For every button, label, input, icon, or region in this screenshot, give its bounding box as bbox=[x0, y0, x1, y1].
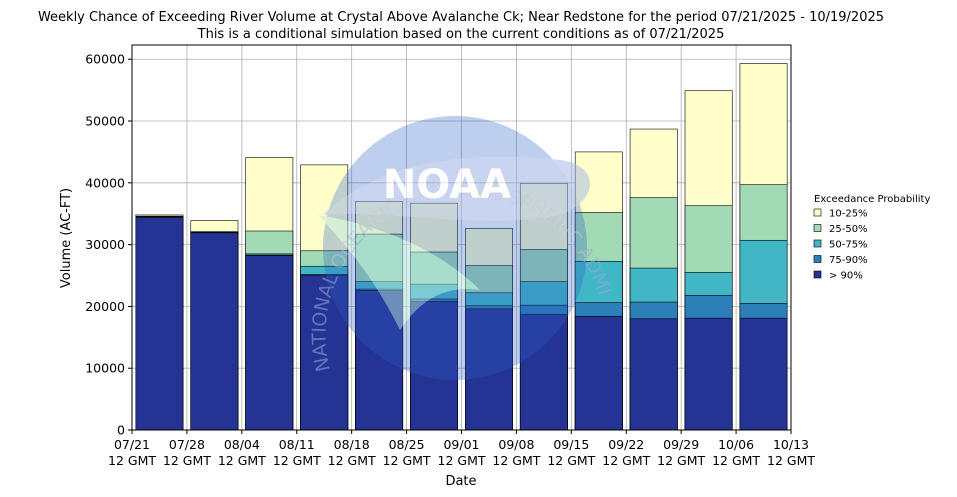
bar-09-22-90 bbox=[629, 318, 678, 431]
legend-swatch bbox=[813, 224, 822, 232]
x-axis-label: Date bbox=[445, 474, 476, 489]
bar-09-08-90 bbox=[519, 314, 568, 431]
legend-swatch bbox=[813, 255, 822, 263]
x-tick-label-time: 12 GMT bbox=[163, 453, 211, 468]
x-tick-label-date: 10/06 bbox=[718, 437, 754, 452]
x-tick-label-date: 07/28 bbox=[169, 437, 205, 452]
legend-entry: > 90% bbox=[829, 271, 863, 282]
x-tick-label-date: 09/08 bbox=[498, 437, 534, 452]
x-tick-label-time: 12 GMT bbox=[438, 453, 486, 468]
x-tick-label-time: 12 GMT bbox=[328, 453, 376, 468]
x-tick-label-date: 08/11 bbox=[279, 437, 315, 452]
x-tick-label-date: 07/21 bbox=[114, 437, 150, 452]
x-tick-label-time: 12 GMT bbox=[712, 453, 760, 468]
bar-08-18-90 bbox=[355, 290, 404, 431]
x-tick-label-date: 08/04 bbox=[224, 437, 260, 452]
legend-entry: 75-90% bbox=[829, 255, 868, 266]
legend-title: Exceedance Probability bbox=[814, 194, 930, 205]
x-tick-label-date: 09/01 bbox=[443, 437, 479, 452]
x-tick-label-time: 12 GMT bbox=[602, 453, 650, 468]
bar-07-21-90 bbox=[135, 217, 184, 431]
x-tick-label-date: 09/15 bbox=[553, 437, 589, 452]
x-tick-label-time: 12 GMT bbox=[767, 453, 815, 468]
y-tick-label: 30000 bbox=[85, 237, 125, 252]
y-tick-label: 20000 bbox=[85, 299, 125, 314]
noaa-logo-wave bbox=[323, 156, 590, 221]
bar-10-06-90 bbox=[739, 317, 788, 431]
bar-08-11-90 bbox=[300, 275, 349, 431]
legend-entry: 50-75% bbox=[829, 240, 868, 251]
y-tick-label: 0 bbox=[117, 423, 125, 438]
x-tick-label-time: 12 GMT bbox=[657, 453, 705, 468]
bar-09-01-90 bbox=[465, 308, 513, 431]
x-tick-label-time: 12 GMT bbox=[218, 453, 266, 468]
y-axis-ticks: 0 10000 20000 30000 40000 50000 60000 bbox=[85, 52, 132, 438]
x-tick-label-date: 09/29 bbox=[663, 437, 699, 452]
x-tick-label-date: 10/13 bbox=[773, 437, 809, 452]
noaa-logo-circle bbox=[323, 116, 587, 380]
bar-07-28-90 bbox=[190, 232, 239, 431]
y-tick-label: 10000 bbox=[85, 361, 125, 376]
x-tick-label-date: 09/22 bbox=[608, 437, 644, 452]
y-axis-label: Volume (AC-FT) bbox=[59, 188, 74, 288]
bar-08-25-90 bbox=[410, 301, 458, 431]
y-tick-label: 40000 bbox=[85, 175, 125, 190]
bar-08-04-90 bbox=[245, 255, 294, 431]
legend-entry: 10-25% bbox=[829, 209, 868, 220]
noaa-logo-gull bbox=[318, 215, 480, 330]
y-tick-label: 50000 bbox=[85, 114, 125, 129]
x-tick-label-time: 12 GMT bbox=[492, 453, 540, 468]
chart-title: Weekly Chance of Exceeding River Volume … bbox=[38, 10, 884, 25]
chart-subtitle: This is a conditional simulation based o… bbox=[197, 27, 725, 42]
bar-09-15-90 bbox=[574, 315, 623, 431]
bar-09-29-90 bbox=[684, 317, 733, 431]
x-tick-label-date: 08/18 bbox=[334, 437, 370, 452]
x-tick-label-time: 12 GMT bbox=[547, 453, 595, 468]
legend: Exceedance Probability 10-25% 25-50% 50-75… bbox=[813, 194, 930, 282]
x-tick-label-date: 08/25 bbox=[389, 437, 425, 452]
x-tick-label-time: 12 GMT bbox=[383, 453, 431, 468]
legend-swatch bbox=[813, 270, 822, 279]
legend-swatch bbox=[813, 208, 822, 217]
legend-swatch bbox=[813, 239, 822, 248]
y-tick-label: 60000 bbox=[85, 52, 125, 67]
noaa-logo-text: NOAA bbox=[383, 162, 511, 208]
x-tick-label-time: 12 GMT bbox=[273, 453, 321, 468]
legend-entry: 25-50% bbox=[829, 224, 868, 235]
x-tick-label-time: 12 GMT bbox=[108, 453, 156, 468]
